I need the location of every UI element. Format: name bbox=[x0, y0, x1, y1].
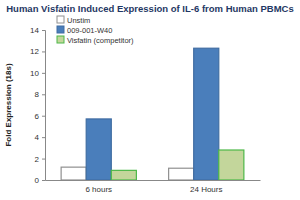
y-tick: 12 bbox=[30, 47, 45, 56]
bar bbox=[219, 150, 244, 180]
x-axis: 6 hours 24 Hours bbox=[46, 180, 261, 194]
legend-swatch bbox=[57, 26, 64, 33]
legend-entry: Visfatin (competitor) bbox=[57, 36, 134, 45]
y-axis: 0 2 4 6 8 10 12 14 bbox=[30, 26, 45, 185]
y-tick: 2 bbox=[35, 155, 45, 164]
y-tick-mark bbox=[42, 51, 45, 52]
y-axis-line bbox=[42, 31, 46, 181]
x-tick: 6 hours bbox=[85, 180, 112, 194]
y-tick-mark bbox=[42, 30, 45, 31]
y-tick-mark bbox=[42, 137, 45, 138]
bar bbox=[111, 170, 136, 180]
y-tick-label: 0 bbox=[35, 176, 40, 185]
y-tick-label: 8 bbox=[35, 90, 40, 99]
x-tick-label: 6 hours bbox=[85, 185, 112, 194]
bar bbox=[169, 168, 194, 180]
legend: Unstim009-001-W40Visfatin (competitor) bbox=[57, 16, 134, 45]
chart: Human Visfatin Induced Expression of IL-… bbox=[0, 0, 300, 200]
x-tick-label: 24 Hours bbox=[190, 185, 222, 194]
y-tick-label: 14 bbox=[30, 26, 39, 35]
y-tick-mark bbox=[42, 180, 45, 181]
y-tick: 0 bbox=[35, 176, 45, 185]
y-tick-label: 6 bbox=[35, 112, 40, 121]
legend-label: Visfatin (competitor) bbox=[67, 36, 134, 45]
y-tick-mark bbox=[42, 73, 45, 74]
y-tick-label: 12 bbox=[30, 47, 39, 56]
legend-swatch bbox=[57, 16, 64, 23]
y-tick-label: 4 bbox=[35, 133, 40, 142]
y-tick-label: 2 bbox=[35, 155, 40, 164]
y-tick: 10 bbox=[30, 69, 45, 78]
bars bbox=[61, 48, 244, 180]
legend-label: 009-001-W40 bbox=[67, 26, 112, 35]
y-tick: 6 bbox=[35, 112, 45, 121]
y-tick: 4 bbox=[35, 133, 45, 142]
legend-swatch bbox=[57, 36, 64, 43]
legend-entry: 009-001-W40 bbox=[57, 26, 112, 35]
y-tick-mark bbox=[42, 159, 45, 160]
title: Human Visfatin Induced Expression of IL-… bbox=[6, 3, 294, 14]
bar bbox=[61, 167, 86, 180]
x-tick: 24 Hours bbox=[190, 180, 222, 194]
y-tick: 8 bbox=[35, 90, 45, 99]
y-tick-label: 10 bbox=[30, 69, 39, 78]
bar bbox=[194, 48, 219, 180]
bar bbox=[86, 119, 111, 180]
legend-label: Unstim bbox=[67, 16, 90, 25]
y-tick-mark bbox=[42, 116, 45, 117]
x-axis-line bbox=[46, 180, 261, 181]
y-tick: 14 bbox=[30, 26, 45, 35]
y-tick-mark bbox=[42, 94, 45, 95]
legend-entry: Unstim bbox=[57, 16, 90, 25]
y-axis-title: Fold Expression (18s) bbox=[4, 63, 13, 146]
